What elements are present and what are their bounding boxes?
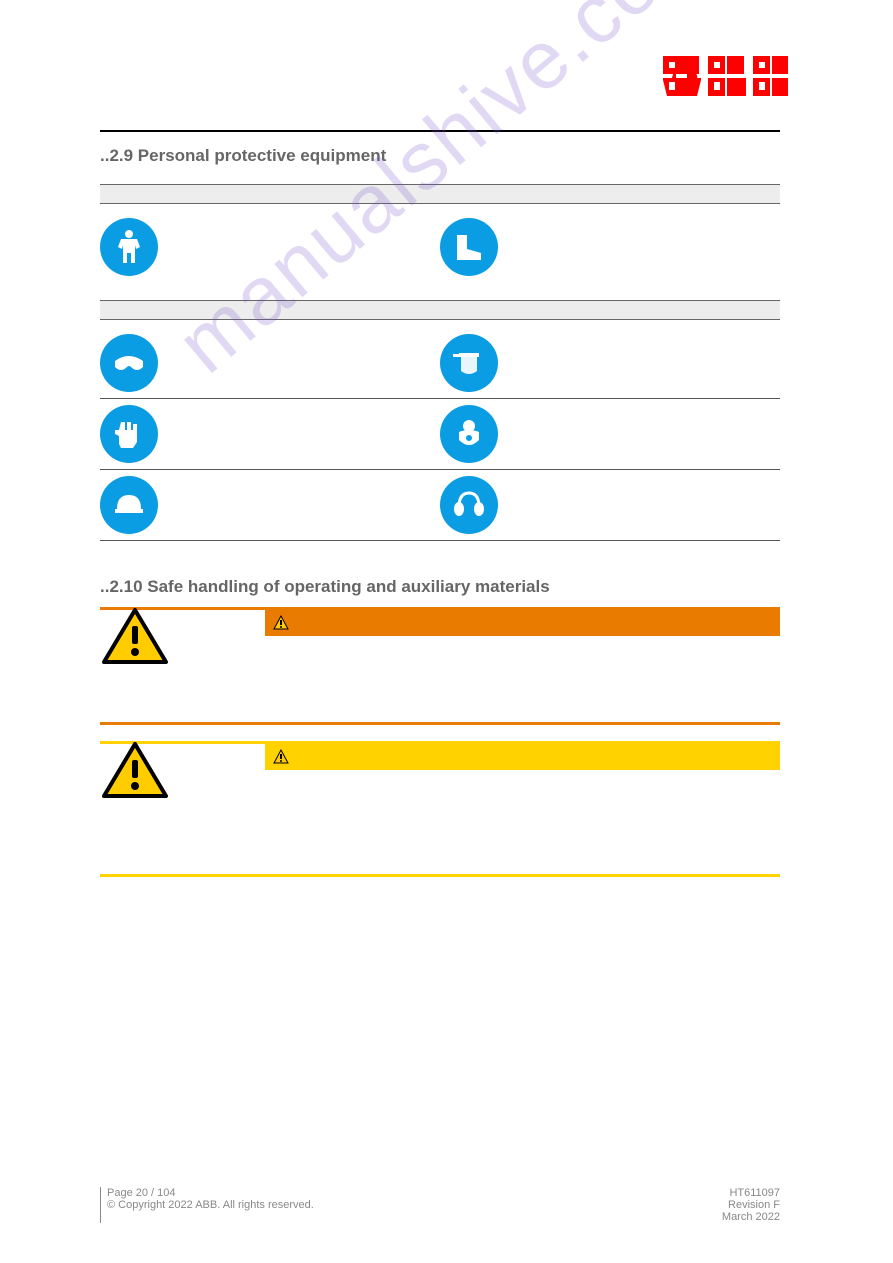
gloves-icon [100,405,158,463]
ppe-heading: ..2.9 Personal protective equipment [100,140,780,184]
copyright: © Copyright 2022 ABB. All rights reserve… [107,1199,314,1211]
caution-header [265,744,780,770]
hardhat-icon [100,476,158,534]
warning-box [100,607,780,708]
doc-id: HT611097 [722,1187,780,1199]
goggles-icon [100,334,158,392]
revision: Revision F [722,1199,780,1211]
ppe-mandatory-row [100,212,780,282]
top-rule [100,130,780,132]
ppe-row [100,399,780,470]
page-footer: Page 20 / 104 © Copyright 2022 ABB. All … [100,1187,780,1223]
face-shield-icon [440,334,498,392]
footer-left: Page 20 / 104 © Copyright 2022 ABB. All … [100,1187,314,1223]
ppe-row [100,470,780,541]
ppe-cell [100,218,440,276]
ppe-row [100,328,780,399]
abb-logo [663,52,788,100]
caution-bottom-rule [100,874,780,877]
page-content: ..2.9 Personal protective equipment [100,130,780,877]
warning-header [265,610,780,636]
caution-body [265,774,780,841]
warning-body [265,640,780,690]
date: March 2022 [722,1211,780,1223]
ppe-cell [440,218,780,276]
caution-triangle-icon [100,740,170,800]
respirator-icon [440,405,498,463]
mandatory-bar [100,184,780,204]
page-number: Page 20 / 104 [107,1187,314,1199]
coverall-icon [100,218,158,276]
warning-triangle-icon [100,606,170,666]
footer-right: HT611097 Revision F March 2022 [722,1187,780,1223]
caution-box [100,741,780,859]
materials-heading: ..2.10 Safe handling of operating and au… [100,541,780,601]
ear-protection-icon [440,476,498,534]
optional-bar [100,300,780,320]
safety-boots-icon [440,218,498,276]
